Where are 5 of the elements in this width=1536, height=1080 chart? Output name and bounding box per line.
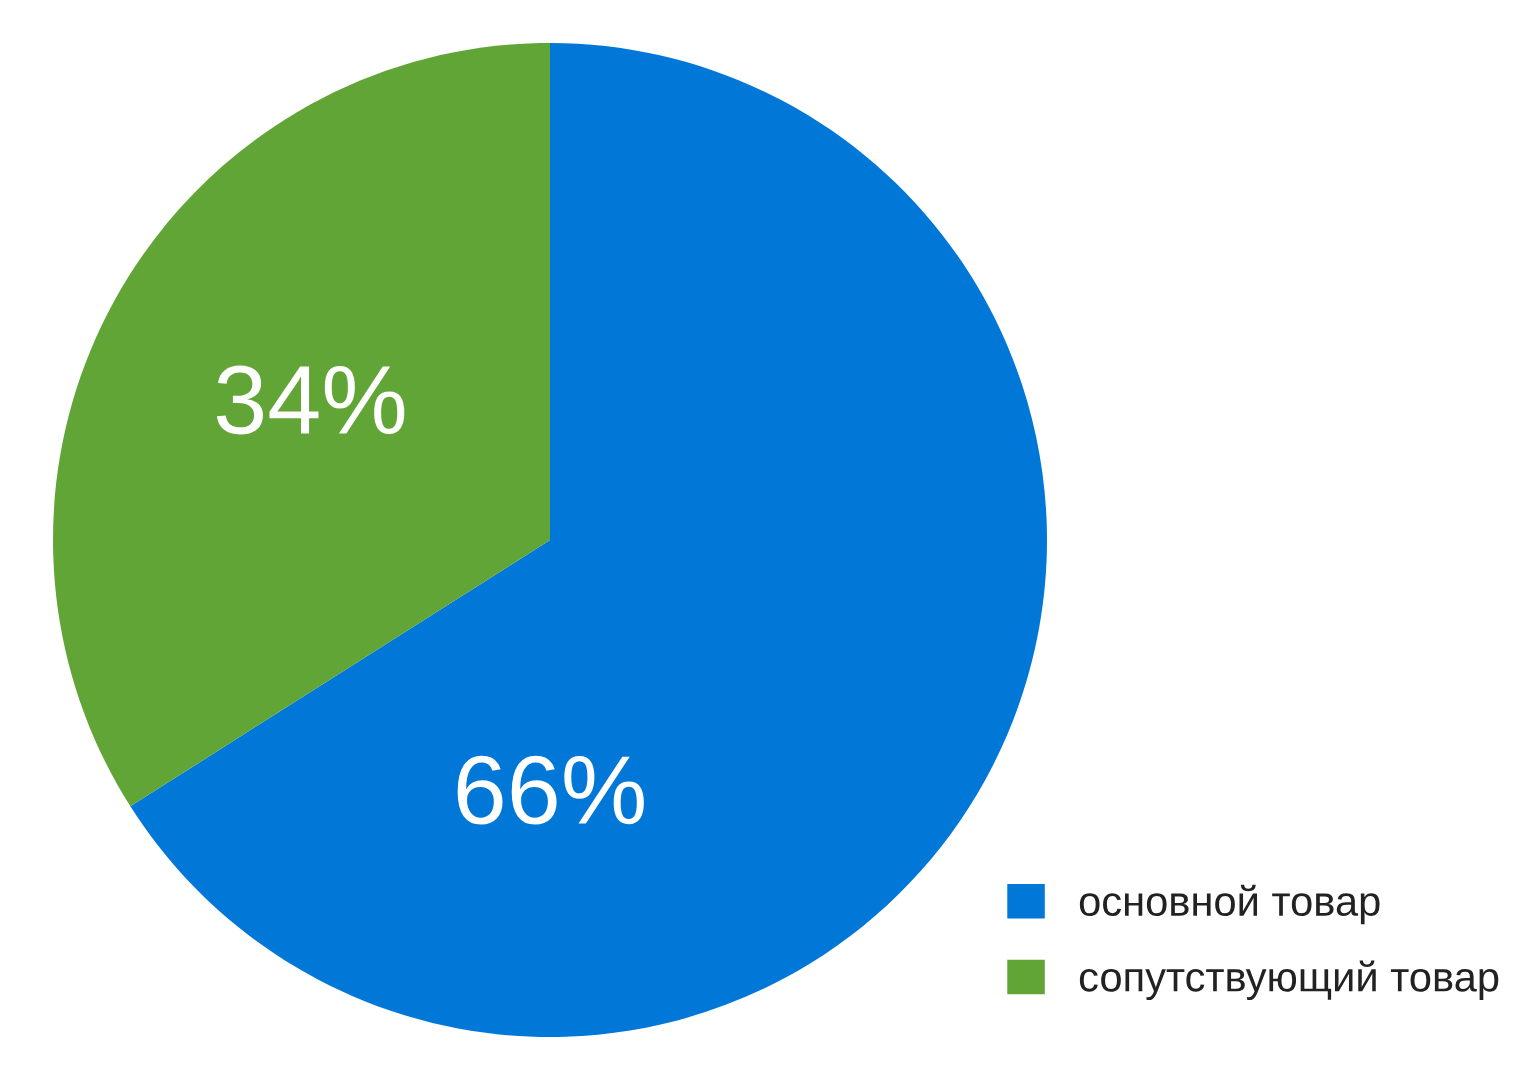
data-label: 66% [457,755,644,825]
pie-slice [130,43,1047,1037]
data-label: 34% [216,365,405,435]
legend-label: основной товар [1079,884,1380,925]
legend-label: сопутствующий товар [1079,960,1499,1000]
